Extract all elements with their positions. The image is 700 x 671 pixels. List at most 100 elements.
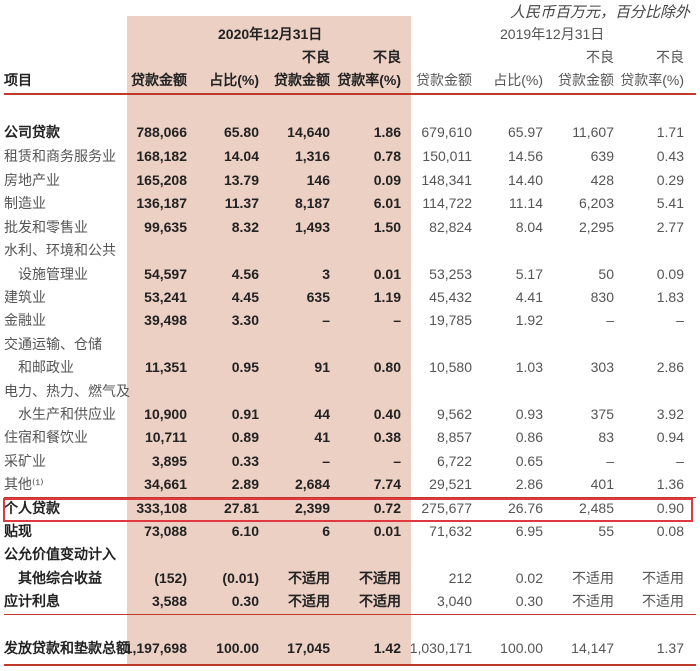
cell-v2020-2: 14,640: [287, 124, 330, 140]
cell-v2019-1: 26.76: [507, 500, 543, 516]
cell-v2019-0: 6,722: [436, 453, 472, 469]
cell-v2020-3: 0.01: [373, 266, 401, 282]
row-label: 贴现: [4, 523, 32, 539]
header-item: 项目: [4, 72, 32, 88]
cell-v2020-3: 6.01: [373, 195, 401, 211]
cell-v2019-1: 1.92: [515, 312, 543, 328]
cell-v2020-2: 635: [306, 289, 330, 305]
header-col-2020-0: 贷款金额: [131, 72, 187, 88]
cell-v2020-3: 0.01: [373, 523, 401, 539]
cell-v2020-2: 不适用: [288, 593, 330, 609]
cell-v2020-1: 2.89: [231, 476, 259, 492]
unit-note: 人民币百万元，百分比除外: [509, 4, 690, 21]
cell-v2019-3: 0.08: [656, 523, 684, 539]
cell-v2019-3: 5.41: [656, 195, 684, 211]
cell-v2019-3: 0.43: [656, 148, 684, 164]
cell-v2019-3: 2.77: [656, 219, 684, 235]
cell-v2020-3: 0.80: [373, 359, 401, 375]
cell-v2019-0: 45,432: [429, 289, 472, 305]
cell-v2019-0: 212: [448, 570, 472, 586]
personal-loans-highlight: [3, 498, 693, 522]
cell-v2019-2: 375: [590, 406, 614, 422]
cell-v2019-2: 14,147: [571, 640, 614, 656]
row-label: 应计利息: [4, 593, 60, 609]
cell-v2019-3: 1.37: [656, 640, 684, 656]
row-label: 租赁和商务服务业: [4, 148, 116, 164]
cell-v2019-1: 2.86: [515, 476, 543, 492]
cell-v2019-1: 14.40: [507, 172, 543, 188]
cell-v2020-3: 1.19: [373, 289, 401, 305]
row-label: 公允价值变动计入: [4, 546, 116, 562]
cell-v2020-2: –: [322, 312, 330, 328]
section-rule: [4, 497, 696, 498]
cell-v2020-0: 788,066: [136, 124, 187, 140]
cell-v2019-2: 83: [598, 429, 614, 445]
cell-v2019-1: 8.04: [515, 219, 543, 235]
cell-v2019-2: –: [606, 312, 614, 328]
year-2020-shading: [127, 16, 411, 666]
cell-v2019-2: 830: [590, 289, 614, 305]
cell-v2020-1: 0.30: [231, 593, 259, 609]
cell-v2019-0: 275,677: [421, 500, 472, 516]
cell-v2020-2: 6: [322, 523, 330, 539]
cell-v2020-0: 165,208: [136, 172, 187, 188]
cell-v2020-3: 1.86: [373, 124, 401, 140]
cell-v2019-3: –: [676, 312, 684, 328]
cell-v2020-2: 3: [322, 266, 330, 282]
cell-v2019-3: 不适用: [642, 593, 684, 609]
cell-v2020-0: 99,635: [144, 219, 187, 235]
cell-v2019-0: 10,580: [429, 359, 472, 375]
cell-v2020-3: 0.38: [373, 429, 401, 445]
cell-v2020-1: 0.91: [231, 406, 259, 422]
cell-v2019-1: 1.03: [515, 359, 543, 375]
row-label: 个人贷款: [4, 500, 60, 516]
row-label: 公司贷款: [4, 124, 60, 140]
cell-v2019-2: 2,295: [578, 219, 614, 235]
cell-v2020-0: 3,895: [151, 453, 187, 469]
subtotal-rule: [4, 614, 696, 615]
row-label: 住宿和餐饮业: [4, 429, 88, 445]
cell-v2020-2: 2,684: [294, 476, 330, 492]
header-year-2020: 2020年12月31日: [218, 26, 323, 42]
cell-v2020-3: 不适用: [359, 570, 401, 586]
cell-v2020-0: 54,597: [144, 266, 187, 282]
cell-v2020-2: 17,045: [287, 640, 330, 656]
cell-v2019-0: 150,011: [422, 148, 472, 164]
cell-v2019-0: 53,253: [429, 266, 472, 282]
cell-v2020-2: –: [322, 453, 330, 469]
header-col-2020-3: 贷款率(%): [337, 72, 401, 88]
cell-v2020-2: 8,187: [294, 195, 330, 211]
row-label: 金融业: [4, 312, 46, 328]
cell-v2020-0: 1,197,698: [124, 640, 187, 656]
cell-v2019-0: 82,824: [429, 219, 472, 235]
row-label: 交通运输、仓储: [4, 336, 102, 352]
cell-v2020-2: 2,399: [294, 500, 330, 516]
cell-v2019-1: 6.95: [515, 523, 543, 539]
header-col-2019-2: 贷款金额: [558, 72, 614, 88]
header-col-2020-2: 贷款金额: [274, 72, 330, 88]
header-col-2019-3: 贷款率(%): [620, 72, 684, 88]
row-label: 房地产业: [4, 172, 60, 188]
cell-v2020-3: 0.40: [373, 406, 401, 422]
cell-v2019-2: 401: [590, 476, 614, 492]
header-rule: [4, 93, 696, 95]
cell-v2020-2: 44: [314, 406, 330, 422]
cell-v2019-3: 0.94: [656, 429, 684, 445]
cell-v2019-3: 0.09: [656, 266, 684, 282]
row-label: 批发和零售业: [4, 219, 88, 235]
cell-v2020-3: –: [393, 453, 401, 469]
cell-v2020-3: 不适用: [359, 593, 401, 609]
cell-v2019-0: 29,521: [429, 476, 472, 492]
cell-v2020-3: 7.74: [373, 476, 401, 492]
row-label: 其他综合收益: [18, 570, 102, 586]
cell-v2020-1: 0.89: [231, 429, 259, 445]
cell-v2020-0: (152): [154, 570, 187, 586]
cell-v2020-1: 4.56: [231, 266, 259, 282]
header-col-2020-1: 占比(%): [209, 72, 259, 88]
cell-v2019-0: 19,785: [429, 312, 472, 328]
row-label: 水生产和供应业: [18, 406, 116, 422]
row-label: 发放贷款和垫款总额: [4, 640, 130, 656]
cell-v2020-3: 0.09: [373, 172, 401, 188]
cell-v2020-0: 10,900: [144, 406, 187, 422]
